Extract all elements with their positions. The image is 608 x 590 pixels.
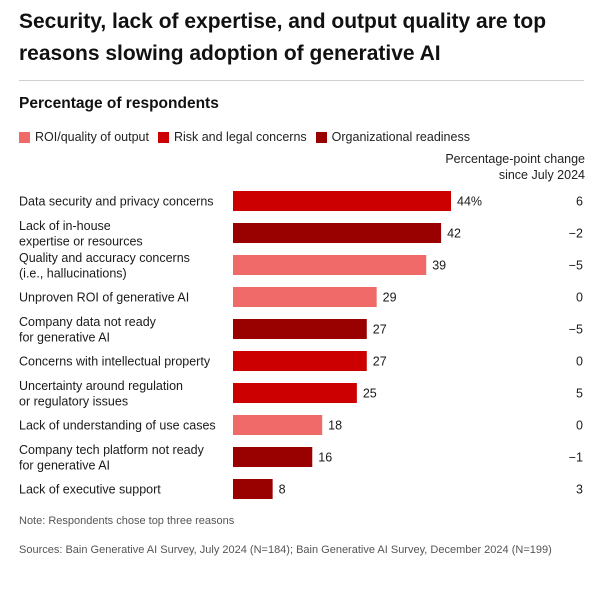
bar-10 <box>233 479 273 499</box>
value-label-8: 18 <box>328 419 342 433</box>
change-value-2: −2 <box>569 227 583 241</box>
chart-sources: Sources: Bain Generative AI Survey, July… <box>19 544 552 556</box>
change-value-8: 0 <box>576 419 583 433</box>
value-label-6: 27 <box>373 355 387 369</box>
bar-4 <box>233 287 377 307</box>
change-value-3: −5 <box>569 259 583 273</box>
legend: ROI/quality of output Risk and legal con… <box>19 130 479 144</box>
change-value-7: 5 <box>576 387 583 401</box>
category-label-9: Company tech platform not ready for gener… <box>19 443 205 473</box>
chart-title: Security, lack of expertise, and output … <box>19 10 547 65</box>
category-label-4: Unproven ROI of generative AI <box>19 291 189 305</box>
change-value-5: −5 <box>569 323 583 337</box>
legend-label-roi: ROI/quality of output <box>35 130 149 144</box>
value-label-2: 42 <box>447 227 461 241</box>
change-value-1: 6 <box>576 195 583 209</box>
chart-note: Note: Respondents chose top three reason… <box>19 515 235 527</box>
legend-item-roi: ROI/quality of output <box>19 130 149 144</box>
legend-item-org: Organizational readiness <box>315 130 470 144</box>
change-header-text: Percentage-point change since July 2024 <box>445 152 585 182</box>
legend-label-org: Organizational readiness <box>331 130 470 144</box>
bar-8 <box>233 415 323 435</box>
value-label-10: 8 <box>279 483 286 497</box>
bar-6 <box>233 351 367 371</box>
change-value-9: −1 <box>569 451 583 465</box>
change-value-6: 0 <box>576 355 583 369</box>
value-label-7: 25 <box>363 387 377 401</box>
change-column-header: Percentage-point change since July 2024 <box>445 151 585 183</box>
category-label-8: Lack of understanding of use cases <box>19 419 216 433</box>
bar-5 <box>233 319 367 339</box>
title-divider <box>19 80 584 81</box>
value-label-3: 39 <box>432 259 446 273</box>
bar-2 <box>233 223 442 243</box>
legend-swatch-risk <box>157 131 169 143</box>
bar-9 <box>233 447 313 467</box>
value-label-5: 27 <box>373 323 387 337</box>
legend-swatch-roi <box>19 131 30 143</box>
value-label-1: 44% <box>457 195 482 209</box>
legend-label-risk: Risk and legal concerns <box>173 130 307 144</box>
chart-subtitle: Percentage of respondents <box>19 95 219 112</box>
legend-swatch-org <box>315 131 327 143</box>
change-value-10: 3 <box>576 483 583 497</box>
legend-item-risk: Risk and legal concerns <box>157 130 307 144</box>
value-label-9: 16 <box>318 451 332 465</box>
category-label-10: Lack of executive support <box>19 483 161 497</box>
category-label-6: Concerns with intellectual property <box>19 355 211 369</box>
change-value-4: 0 <box>576 291 583 305</box>
category-label-1: Data security and privacy concerns <box>19 195 214 209</box>
bar-1 <box>233 191 451 211</box>
category-label-3: Quality and accuracy concerns (i.e., hall… <box>19 251 190 281</box>
value-label-4: 29 <box>383 291 397 305</box>
bar-3 <box>233 255 427 275</box>
category-label-2: Lack of in-house expertise or resources <box>19 219 143 249</box>
bar-7 <box>233 383 357 403</box>
category-label-5: Company data not ready for generative AI <box>19 315 157 345</box>
category-label-7: Uncertainty around regulation or regulato… <box>19 379 183 409</box>
